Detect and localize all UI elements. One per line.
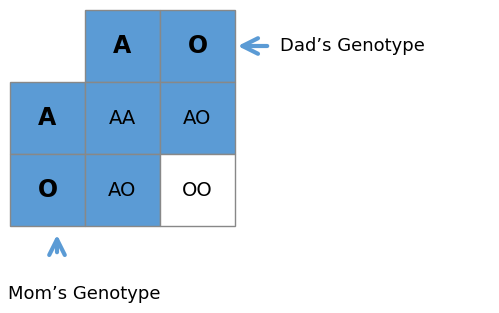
Text: O: O	[188, 34, 208, 58]
Text: Mom’s Genotype: Mom’s Genotype	[8, 285, 161, 303]
Bar	[10, 82, 85, 154]
Bar	[85, 154, 160, 226]
Text: O: O	[37, 178, 57, 202]
Text: A: A	[38, 106, 56, 130]
Bar	[10, 154, 85, 226]
Text: AA: AA	[109, 109, 136, 127]
Bar	[160, 82, 235, 154]
Text: A: A	[113, 34, 132, 58]
Text: Dad’s Genotype: Dad’s Genotype	[280, 37, 425, 55]
Bar	[160, 154, 235, 226]
Bar	[160, 10, 235, 82]
Text: OO: OO	[182, 181, 213, 199]
Bar	[85, 82, 160, 154]
Bar	[85, 10, 160, 82]
Text: AO: AO	[183, 109, 212, 127]
Text: AO: AO	[108, 181, 137, 199]
